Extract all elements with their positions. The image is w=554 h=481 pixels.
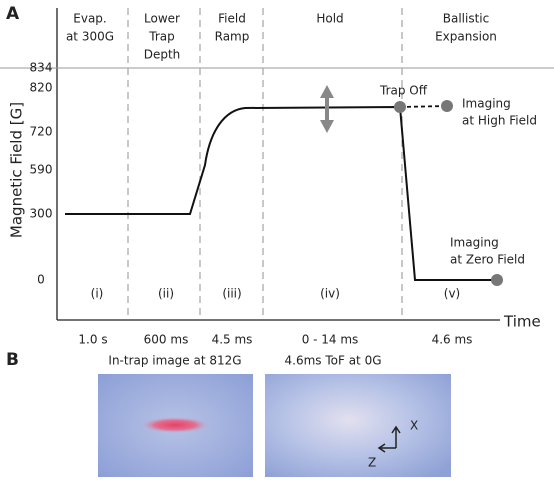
phase-dividers: [127, 8, 403, 320]
phase-duration: 4.5 ms: [212, 333, 253, 347]
phase-title: Expansion: [435, 30, 497, 44]
image-caption: 4.6ms ToF at 0G: [285, 354, 382, 368]
phase-duration: 4.6 ms: [432, 333, 473, 347]
phase-title: Ramp: [215, 30, 250, 44]
y-tick-labels: 834 820 720 590 300 0: [30, 61, 53, 287]
phase-title: Trap: [148, 30, 174, 44]
phase-duration: 0 - 14 ms: [302, 333, 359, 347]
annotation: at High Field: [462, 114, 537, 128]
dashed-hold: [399, 105, 448, 108]
phase-title: Hold: [316, 12, 343, 26]
phase-numeral: (v): [444, 287, 460, 301]
absorption-image: [265, 374, 451, 477]
phase-title: at 300G: [66, 30, 114, 44]
trap-off-dot: [394, 101, 406, 113]
axis-label: X: [410, 419, 418, 433]
y-tick-label: 720: [30, 125, 53, 139]
high-field-dot: [441, 100, 453, 112]
y-tick-label: 300: [30, 207, 53, 221]
phase-title: Evap.: [73, 12, 106, 26]
phase-title: Depth: [144, 48, 181, 62]
field-profile: [65, 105, 497, 281]
phase-numeral: (ii): [158, 287, 174, 301]
axes-indicator: [377, 425, 401, 453]
y-tick-label: 820: [30, 81, 53, 95]
annotation: at Zero Field: [450, 253, 525, 267]
phase-title: Lower: [144, 12, 180, 26]
y-tick-label: 0: [37, 273, 45, 287]
image-caption: In-trap image at 812G: [108, 354, 241, 368]
zero-field-dot: [491, 274, 503, 286]
phase-title: Ballistic: [443, 12, 489, 26]
annotation: Imaging: [462, 97, 511, 111]
phase-title: Field: [218, 12, 246, 26]
phase-duration: 600 ms: [144, 333, 189, 347]
panel-label: A: [6, 4, 20, 24]
phase-duration: 1.0 s: [78, 333, 107, 347]
y-tick-label: 834: [30, 61, 53, 75]
double-arrow: [320, 85, 334, 133]
phase-numeral: (iii): [222, 287, 241, 301]
atom-cloud: [141, 417, 209, 433]
phase-numeral: (i): [91, 287, 104, 301]
panel-label: B: [6, 350, 19, 370]
phase-numeral: (iv): [320, 287, 340, 301]
y-tick-label: 590: [30, 163, 53, 177]
x-axis-label: Time: [503, 313, 541, 331]
annotation: Imaging: [450, 236, 499, 250]
axis-label: Z: [368, 456, 376, 470]
annotation: Trap Off: [379, 84, 428, 98]
y-axis-label: Magnetic Field [G]: [8, 102, 26, 238]
